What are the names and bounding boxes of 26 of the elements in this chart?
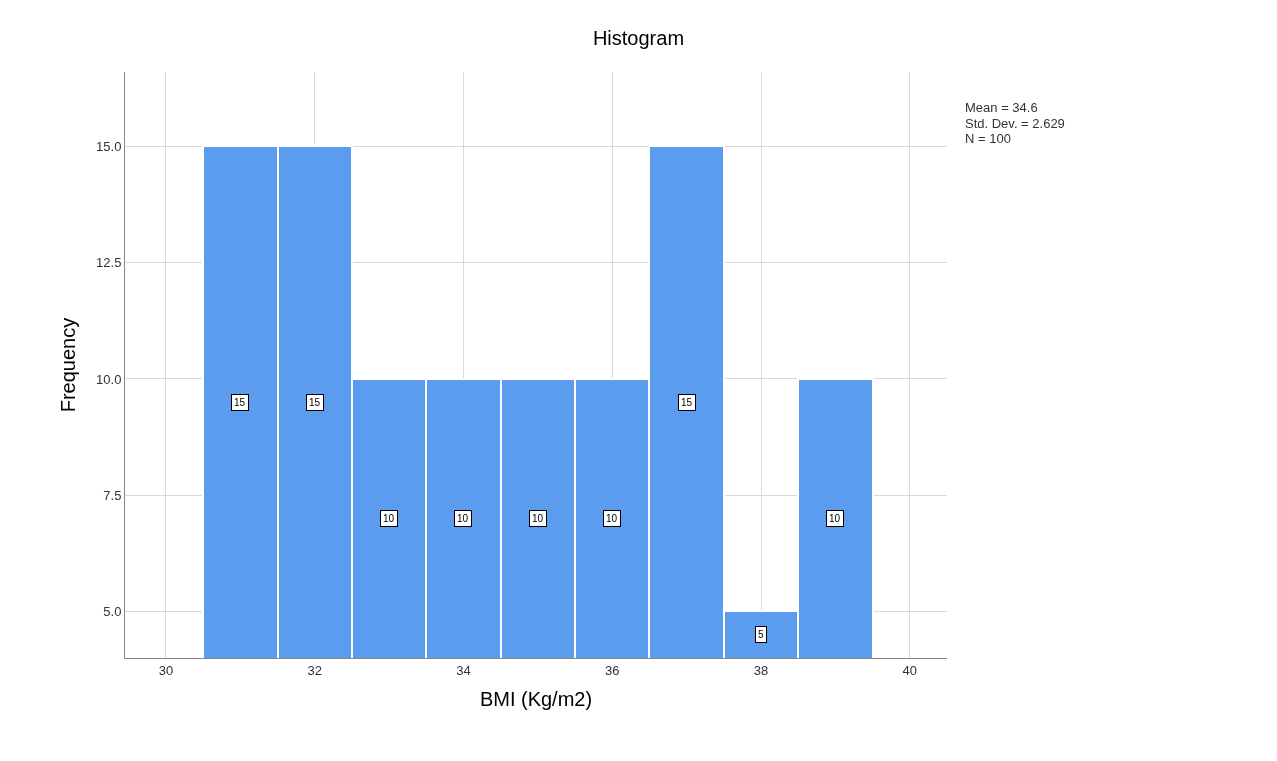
chart-title: Histogram: [592, 27, 685, 50]
x-tick-label: 30: [158, 662, 174, 678]
data-label: 10: [532, 513, 544, 524]
x-tick-label: 38: [753, 662, 769, 678]
data-label: 15: [234, 397, 246, 408]
y-tick-label: 5.0: [103, 604, 122, 620]
x-tick-label: 36: [605, 662, 620, 678]
text: Mean = 34.6: [965, 100, 1038, 115]
data-label: 10: [829, 513, 841, 524]
x-tick-label: 40: [902, 662, 918, 678]
y-tick-label: 10.0: [96, 371, 122, 387]
data-label: 10: [383, 513, 395, 524]
data-label: 15: [309, 397, 321, 408]
text: N = 100: [965, 131, 1011, 146]
x-tick-label: 34: [456, 662, 471, 678]
data-label: 15: [681, 397, 693, 408]
y-axis-title: Frequency: [56, 317, 79, 413]
x-tick-label: 32: [307, 662, 322, 678]
x-axis-title: BMI (Kg/m2): [479, 688, 593, 711]
data-label: 5: [758, 629, 764, 640]
data-label: 10: [606, 513, 618, 524]
text: Std. Dev. = 2.629: [965, 116, 1065, 131]
data-label: 10: [457, 513, 469, 524]
y-tick-label: 15.0: [96, 138, 122, 154]
y-tick-label: 7.5: [103, 487, 122, 503]
y-tick-label: 12.5: [96, 255, 122, 271]
